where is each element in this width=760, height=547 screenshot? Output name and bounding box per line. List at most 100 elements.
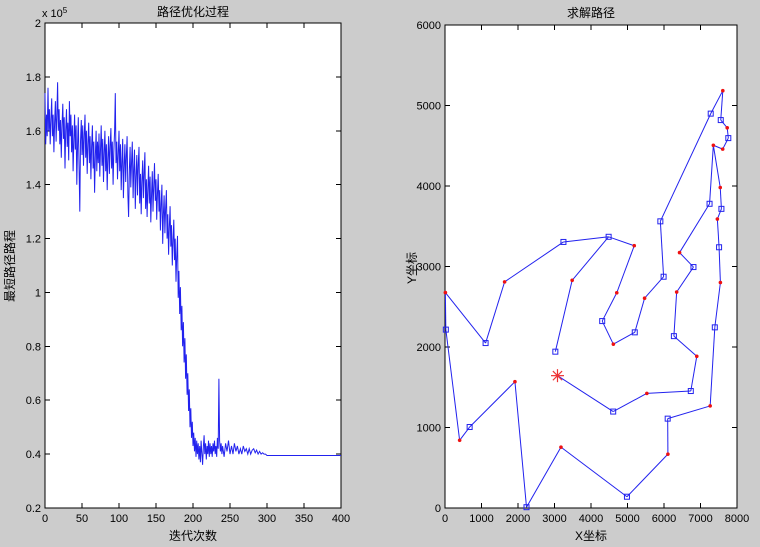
path-segment <box>667 405 711 420</box>
city-dot-marker <box>570 278 574 283</box>
right-x-axis-label: X坐标 <box>575 529 607 543</box>
city-dot-marker <box>711 143 716 148</box>
city-dot-marker <box>666 452 670 456</box>
city-dot-marker <box>513 379 517 384</box>
city-dot-marker <box>611 342 616 346</box>
route-square-marker <box>717 117 724 124</box>
path-segment <box>601 292 618 322</box>
right-axes-box <box>444 24 738 509</box>
route-square-marker <box>690 264 697 271</box>
path-segment <box>560 446 628 498</box>
y-tick-label: 0.2 <box>26 503 41 515</box>
city-dot-marker <box>718 185 723 190</box>
path-segment <box>690 356 698 392</box>
path-segment <box>444 292 486 344</box>
y-tick-label: 0 <box>435 503 441 515</box>
city-dot-marker <box>632 243 637 248</box>
city-dot-marker <box>457 438 462 443</box>
x-tick-label: 400 <box>332 513 350 525</box>
x-tick-label: 350 <box>295 513 313 525</box>
path-segment <box>719 187 722 209</box>
path-segment <box>646 390 691 394</box>
route-square-marker <box>707 110 714 117</box>
city-dot-marker <box>720 147 725 151</box>
right-y-axis-label: Y坐标 <box>405 252 419 284</box>
route-square-marker <box>716 244 723 251</box>
y-tick-label: 0.4 <box>26 449 41 461</box>
route-square-marker <box>687 388 694 395</box>
city-dot-marker <box>677 250 682 255</box>
path-segment <box>526 446 562 508</box>
y-tick-label: 1.2 <box>26 234 41 246</box>
y-tick-label: 3000 <box>417 262 441 274</box>
y-tick-label: 1 <box>35 287 41 299</box>
y-tick-label: 2 <box>35 18 41 30</box>
route-square-marker <box>605 233 612 240</box>
start-city-asterisk-marker <box>550 369 564 383</box>
path-segment <box>634 298 646 333</box>
path-segment <box>720 90 724 121</box>
path-segment <box>673 335 698 357</box>
y-tick-label: 2000 <box>417 342 441 354</box>
path-segment <box>644 276 664 299</box>
city-dot-marker <box>443 290 448 295</box>
path-segment <box>710 90 724 114</box>
path-segment <box>718 247 721 283</box>
city-dot-marker <box>559 445 563 449</box>
city-dot-marker <box>642 296 647 301</box>
route-square-marker <box>631 329 638 336</box>
x-tick-label: 50 <box>76 513 88 525</box>
x-tick-label: 200 <box>184 513 202 525</box>
path-segment <box>571 236 610 281</box>
path-segment <box>714 282 721 328</box>
left-axes-box <box>44 22 342 509</box>
x-tick-label: 5000 <box>615 513 639 525</box>
left-chart-title: 路径优化过程 <box>157 4 229 19</box>
path-segment <box>469 381 516 428</box>
city-dot-marker <box>645 391 649 396</box>
path-segment <box>613 331 636 345</box>
left-y-exponent-label: x 105 <box>42 6 68 20</box>
route-square-marker <box>725 135 732 142</box>
path-segment <box>445 329 461 441</box>
x-tick-label: 1000 <box>469 513 493 525</box>
city-dot-marker <box>674 290 679 294</box>
route-square-marker <box>442 326 449 333</box>
x-tick-label: 8000 <box>725 513 749 525</box>
x-tick-label: 100 <box>110 513 128 525</box>
left-plot-content: 0 50 100 150 200 250 300 350 400 0.2 0.4 0.6 0.8 1 1.2… <box>26 18 350 525</box>
city-dot-marker <box>694 354 699 359</box>
x-tick-label: 2000 <box>506 513 530 525</box>
y-tick-label: 0.6 <box>26 395 41 407</box>
path-segment <box>608 236 635 247</box>
city-dot-marker <box>614 290 619 295</box>
path-segment <box>626 453 669 498</box>
x-tick-label: 4000 <box>579 513 603 525</box>
city-dot-marker <box>721 88 725 93</box>
route-square-marker <box>560 238 567 245</box>
city-dot-marker <box>725 125 730 130</box>
y-tick-label: 6000 <box>417 20 441 32</box>
city-dot-marker <box>715 217 720 221</box>
x-tick-label: 250 <box>221 513 239 525</box>
path-segment <box>659 113 712 222</box>
path-segment <box>554 280 573 352</box>
path-segment <box>616 245 635 293</box>
y-tick-label: 1000 <box>417 423 441 435</box>
route-square-marker <box>523 504 530 511</box>
route-square-marker <box>623 493 630 500</box>
y-tick-label: 0.8 <box>26 341 41 353</box>
convergence-line <box>44 82 341 465</box>
path-segment <box>716 208 722 220</box>
right-chart-title: 求解路径 <box>567 5 615 20</box>
path-segment <box>514 381 528 508</box>
city-dot-marker <box>718 280 723 285</box>
city-dot-marker <box>708 404 712 408</box>
x-tick-label: 3000 <box>542 513 566 525</box>
route-square-marker <box>610 408 617 415</box>
y-tick-label: 5000 <box>417 101 441 113</box>
path-segment <box>716 218 720 248</box>
route-square-marker <box>599 318 606 325</box>
x-tick-label: 150 <box>147 513 165 525</box>
